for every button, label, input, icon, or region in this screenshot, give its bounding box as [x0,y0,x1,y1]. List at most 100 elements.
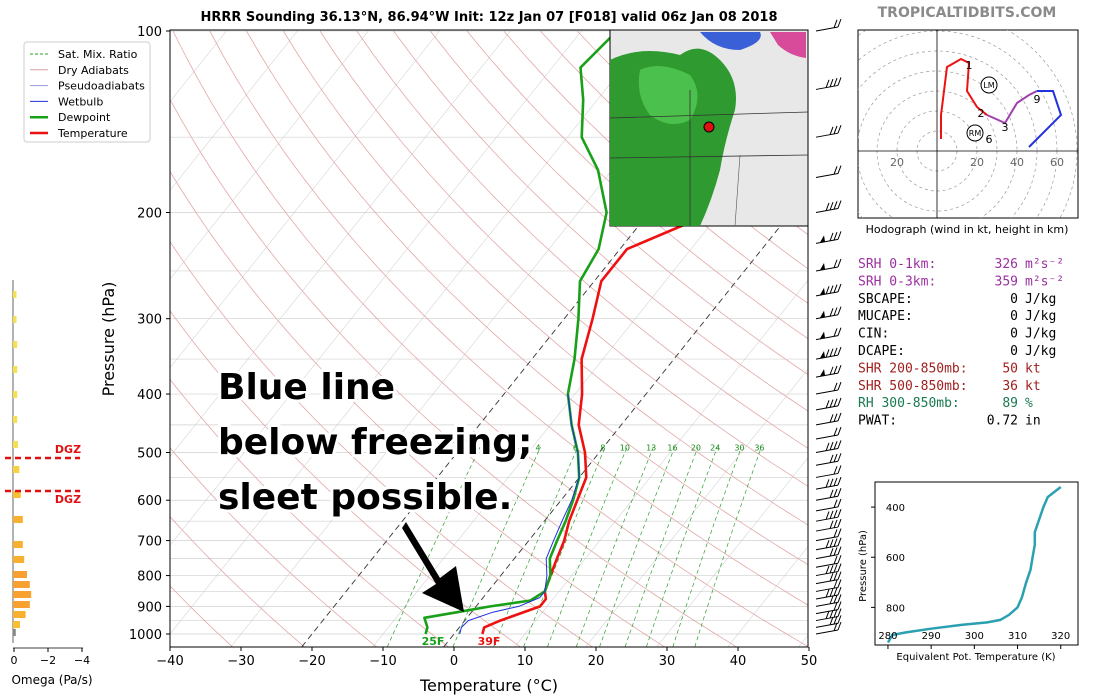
index-value: 326 [995,257,1018,272]
wind-barb-staff [815,132,839,138]
omega-bar [13,341,18,348]
wind-barb-feather [837,601,842,610]
wind-barb-staff [815,472,839,478]
x-tick-label: 10 [517,654,534,669]
wind-barb-feather [837,594,842,603]
wind-barb-feather [837,200,842,209]
wind-barb-staff [815,629,839,635]
wind-barb-feather [833,547,838,556]
wind-barb-feather [833,78,838,87]
map-radar-snow [700,32,761,50]
wind-barb-feather [837,306,842,315]
wind-barb-feather [837,346,842,356]
omega-bar [13,441,18,448]
index-unit: J/kg [1025,292,1056,307]
omega-bar [13,466,20,473]
wind-barb-feather [833,499,838,508]
wind-barb-feather [837,498,842,508]
mixing-ratio-label: 24 [710,443,720,452]
theta-e-y-label: Pressure (hPa) [858,530,869,602]
wind-barb-feather [833,382,838,392]
annotation-line-2: below freezing; [218,422,532,463]
wind-barb-feather [829,126,834,135]
surface-dewpoint-label: 25F [422,635,445,648]
wind-barb-feather [829,573,834,582]
wind-barb-staff [815,460,839,466]
wind-barb-feather [837,518,842,528]
wind-barb-feather [825,79,830,89]
mixing-ratio-label: 16 [667,443,677,452]
map-state-border [734,154,741,227]
theta-e-frame [874,481,1079,646]
hodograph-caption: Hodograph (wind in kt, height in km) [866,223,1069,236]
index-label: CIN: [858,327,889,342]
wind-barb-feather [833,564,838,573]
wind-barb-feather [829,564,834,574]
index-label: RH 300-850mb: [858,396,960,411]
x-tick-label: 30 [659,654,676,669]
wind-barb-feather [829,539,834,548]
index-label: SRH 0-3km: [858,274,936,289]
hodograph-height-label: 9 [1034,93,1041,106]
wind-barb-staff [815,266,839,272]
index-label: SHR 500-850mb: [858,379,968,394]
wind-barb-feather [833,231,838,241]
x-tick-label: 50 [801,654,818,669]
wind-barb-staff [815,389,839,395]
wind-barb-feather [829,478,834,487]
hodograph-trace [1028,90,1063,148]
skewt-y-label: Pressure (hPa) [99,282,118,397]
index-unit: J/kg [1025,309,1056,324]
annotation: Blue line below freezing; sleet possible… [215,364,535,612]
wind-barb-feather [837,465,842,474]
mixing-ratio-label: 4 [535,443,540,452]
hodograph-tick-label: 60 [1050,156,1064,169]
hodograph: 20 20 40 60 1 2 36 9 LM RM Hodograph (wind in kt,… [857,29,1079,236]
legend-label: Temperature [57,127,128,140]
y-tick-label: 100 [137,25,162,40]
wind-barb-staff [815,238,839,244]
indices-table: SRH 0-1km: 326 m²s⁻² SRH 0-3km: 359 m²s⁻² SBCA… [858,257,1064,429]
figure-title: HRRR Sounding 36.13°N, 86.94°W Init: 12z… [200,10,777,25]
wind-barb-feather [833,615,838,625]
index-value: 0 [1010,344,1018,359]
wind-barb-feather [833,19,838,28]
wind-barb-feather [833,529,838,538]
wind-barb-staff [815,26,839,32]
storm-motion-marker [980,76,998,94]
wind-barb-feather [837,258,842,268]
index-unit: J/kg [1025,344,1056,359]
wind-barb-feather [833,166,838,175]
y-tick-label: 700 [137,535,162,550]
wind-barb-feather [829,285,834,294]
dry-adiabat [466,30,808,340]
wind-barb-feather [829,616,834,626]
x-tick-label: 20 [588,654,605,669]
isotherm [170,30,440,369]
theta-e-y-tick-label: 400 [886,503,905,514]
wind-barb-feather [825,565,830,575]
theta-e-panel: 280 290 300 310 320 400 600 800 Equivalent Pot.… [858,481,1079,663]
legend: Sat. Mix. Ratio Dry Adiabats Pseudoadiabat… [23,41,151,143]
hodograph-height-label: 2 [978,107,985,120]
wind-barb-feather [825,610,830,620]
wind-barb-flag [820,351,825,359]
wind-barb-feather [833,453,838,463]
legend-label: Pseudoadiabats [58,80,145,93]
wind-barb-feather [837,426,842,436]
wind-barb-feather [829,348,834,357]
wind-barb-feather [837,283,842,293]
wind-barb-feather [837,453,842,462]
hodograph-frame [857,29,1079,219]
index-unit: m²s⁻² [1025,257,1064,272]
index-value: 50 [1002,361,1018,376]
wind-barbs [815,18,842,635]
wind-barb-feather [837,555,842,564]
mixing-ratio-line [646,447,718,647]
wind-barb-staff [815,495,839,501]
radar-inset-map [609,29,809,227]
hodograph-height-label: 6 [986,133,993,146]
hodograph-trace [940,57,988,139]
annotation-line-1: Blue line [218,367,395,408]
dry-adiabat [393,30,808,412]
